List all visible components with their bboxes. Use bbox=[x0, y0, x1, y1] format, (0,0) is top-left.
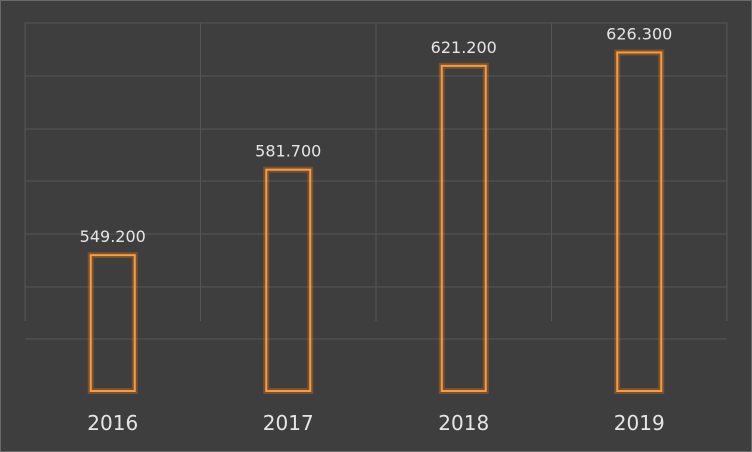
gridlines bbox=[24, 22, 728, 340]
x-tick-2018: 2018 bbox=[438, 411, 489, 435]
data-label-2016: 549.200 bbox=[80, 227, 146, 246]
data-label-2018: 621.200 bbox=[431, 38, 497, 57]
bar-glow bbox=[87, 252, 138, 394]
data-label-2017: 581.700 bbox=[255, 142, 321, 161]
x-axis-ticks: 2016 2017 2018 2019 bbox=[87, 411, 664, 435]
bar-glow bbox=[438, 62, 489, 395]
bar-glow bbox=[614, 49, 665, 394]
bar-2018 bbox=[440, 64, 487, 393]
bars bbox=[87, 49, 665, 395]
x-tick-2016: 2016 bbox=[87, 411, 138, 435]
bar-2019 bbox=[616, 51, 663, 392]
bar-2016 bbox=[89, 254, 136, 392]
x-tick-2017: 2017 bbox=[263, 411, 314, 435]
data-labels: 549.200 581.700 621.200 626.300 bbox=[80, 24, 673, 246]
data-label-2019: 626.300 bbox=[606, 24, 672, 43]
bar-glow bbox=[263, 166, 314, 394]
bar-2017 bbox=[265, 168, 312, 392]
x-tick-2019: 2019 bbox=[614, 411, 665, 435]
